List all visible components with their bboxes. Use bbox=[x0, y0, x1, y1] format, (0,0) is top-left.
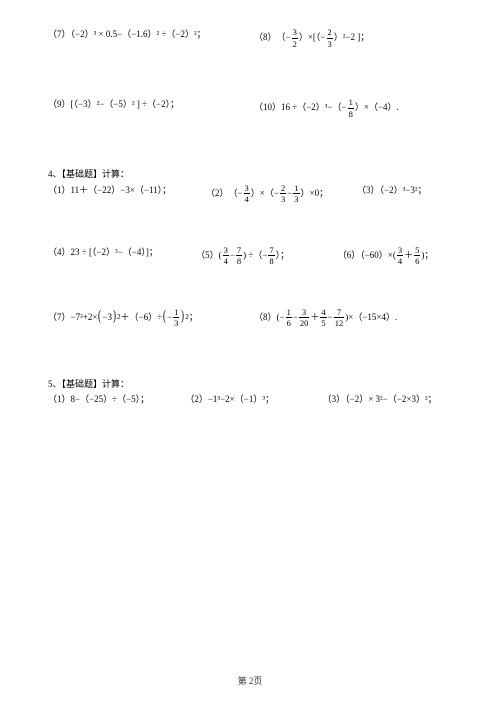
problem-text: （1）8−（−25）÷（−5）； bbox=[48, 394, 149, 404]
fraction: 23 bbox=[327, 28, 333, 48]
paren-icon: ( bbox=[163, 309, 166, 324]
problem-label: （8） bbox=[254, 31, 277, 45]
problem-text: ）×（−4）. bbox=[355, 101, 399, 115]
problem-text: )； bbox=[421, 249, 433, 263]
problem-row: （4）23 ÷ [（−2）³−（−4）]； （5）(34−78) ÷（−78）；… bbox=[48, 246, 460, 266]
problem-4-1: （1）11＋（−22）−3×（−11）； bbox=[48, 184, 206, 204]
fraction: 18 bbox=[348, 98, 354, 118]
math-expr: − bbox=[328, 311, 333, 325]
section-heading: 4、【基础题】计算： bbox=[48, 168, 460, 182]
problem-row: （7）−7²+2×(−3)2＋（−6）÷(−13)2； （8）(−16−320＋… bbox=[48, 308, 460, 328]
problem-4-6: （6）（−60）×(34＋56)； bbox=[338, 246, 460, 266]
math-expr: ）×[（− bbox=[299, 31, 326, 45]
fraction: 56 bbox=[414, 246, 420, 266]
problem-4-2: （2）（−34）×（−23−13）×0； bbox=[206, 184, 357, 204]
math-expr: − bbox=[230, 249, 235, 263]
problem-8: （8）（−32）×[（−23）²−2 ]； bbox=[254, 28, 460, 48]
math-expr: − bbox=[287, 187, 292, 201]
fraction: 32 bbox=[292, 28, 298, 48]
problem-text: （8）( bbox=[254, 311, 280, 325]
problem-text: （4）23 ÷ [（−2）³−（−4）]； bbox=[48, 247, 158, 257]
page-content: （7）（−2）³ × 0.5−（−1.6）² ÷（−2）²； （8）（−32）×… bbox=[0, 0, 500, 487]
math-expr: ）×0； bbox=[301, 187, 329, 201]
fraction: 13 bbox=[293, 184, 299, 204]
problem-7: （7）（−2）³ × 0.5−（−1.6）² ÷（−2）²； bbox=[48, 28, 254, 48]
page-footer: 第 2页 bbox=[0, 674, 500, 687]
problem-text: （7）−7²+2× bbox=[48, 311, 97, 325]
paren-icon: ( bbox=[98, 309, 101, 324]
problem-text: （6）（−60）×( bbox=[338, 249, 396, 263]
problem-4-8: （8）(−16−320＋45−712)×（−15×4）. bbox=[254, 308, 460, 328]
paren-icon: ) bbox=[181, 309, 184, 324]
problem-text: （1）11＋（−22）−3×（−11）； bbox=[48, 185, 171, 195]
math-expr: ； bbox=[189, 311, 198, 325]
math-expr: ＋ bbox=[404, 249, 413, 263]
problem-row: （7）（−2）³ × 0.5−（−1.6）² ÷（−2）²； （8）（−32）×… bbox=[48, 28, 460, 48]
fraction: 23 bbox=[280, 184, 286, 204]
problem-text: )×（−15×4）. bbox=[345, 311, 397, 325]
problem-row: （9）[（−3）²−（−5）² ] ÷（−2）； （10）16 ÷（−2）³−（… bbox=[48, 98, 460, 118]
math-expr: ）； bbox=[276, 249, 290, 263]
fraction: 712 bbox=[334, 308, 345, 328]
problem-text: （3）（−2）× 3²−（−2×3）²； bbox=[323, 394, 437, 404]
math-expr: ）×（− bbox=[251, 187, 279, 201]
problem-label: （2） bbox=[206, 187, 229, 201]
problem-text: （7）（−2）³ × 0.5−（−1.6）² ÷（−2）²； bbox=[48, 29, 206, 39]
math-expr: ) ÷（− bbox=[243, 249, 267, 263]
math-expr: ( bbox=[219, 249, 222, 263]
section-heading: 5、【基础题】计算： bbox=[48, 378, 460, 392]
fraction: 78 bbox=[268, 246, 274, 266]
problem-text: （10）16 ÷（−2）³−（− bbox=[254, 101, 347, 115]
problem-5-3: （3）（−2）× 3²−（−2×3）²； bbox=[323, 393, 460, 407]
problem-text: （2）−1³−2×（−1）³； bbox=[185, 394, 274, 404]
problem-5-2: （2）−1³−2×（−1）³； bbox=[185, 393, 322, 407]
math-expr: − bbox=[167, 311, 172, 325]
math-expr: （− bbox=[277, 31, 291, 45]
problem-4-4: （4）23 ÷ [（−2）³−（−4）]； bbox=[48, 246, 196, 266]
fraction: 320 bbox=[299, 308, 310, 328]
fraction: 45 bbox=[320, 308, 326, 328]
fraction: 78 bbox=[236, 246, 242, 266]
math-expr: − bbox=[293, 311, 298, 325]
math-expr: （− bbox=[228, 187, 242, 201]
problem-text: ＋（−6）÷ bbox=[121, 311, 163, 325]
math-expr: ）²−2 ]； bbox=[334, 31, 370, 45]
fraction: 34 bbox=[244, 184, 250, 204]
problem-label: （5） bbox=[196, 249, 219, 263]
problem-text: （3）（−2）³−3²； bbox=[357, 185, 427, 195]
fraction: 34 bbox=[223, 246, 229, 266]
math-expr: ＋ bbox=[310, 311, 319, 325]
problem-5-1: （1）8−（−25）÷（−5）； bbox=[48, 393, 185, 407]
problem-4-3: （3）（−2）³−3²； bbox=[357, 184, 460, 204]
problem-row: （1）11＋（−22）−3×（−11）； （2）（−34）×（−23−13）×0… bbox=[48, 184, 460, 204]
problem-text: （9）[（−3）²−（−5）² ] ÷（−2）； bbox=[48, 99, 179, 109]
problem-9: （9）[（−3）²−（−5）² ] ÷（−2）； bbox=[48, 98, 254, 118]
fraction: 16 bbox=[286, 308, 292, 328]
math-expr: − bbox=[280, 311, 285, 325]
problem-4-5: （5）(34−78) ÷（−78）； bbox=[196, 246, 338, 266]
problem-10: （10）16 ÷（−2）³−（−18）×（−4）. bbox=[254, 98, 460, 118]
fraction: 13 bbox=[173, 308, 179, 328]
math-expr: −3 bbox=[102, 311, 112, 325]
fraction: 34 bbox=[397, 246, 403, 266]
paren-icon: ) bbox=[113, 309, 116, 324]
problem-row: （1）8−（−25）÷（−5）； （2）−1³−2×（−1）³； （3）（−2）… bbox=[48, 393, 460, 407]
problem-4-7: （7）−7²+2×(−3)2＋（−6）÷(−13)2； bbox=[48, 308, 254, 328]
